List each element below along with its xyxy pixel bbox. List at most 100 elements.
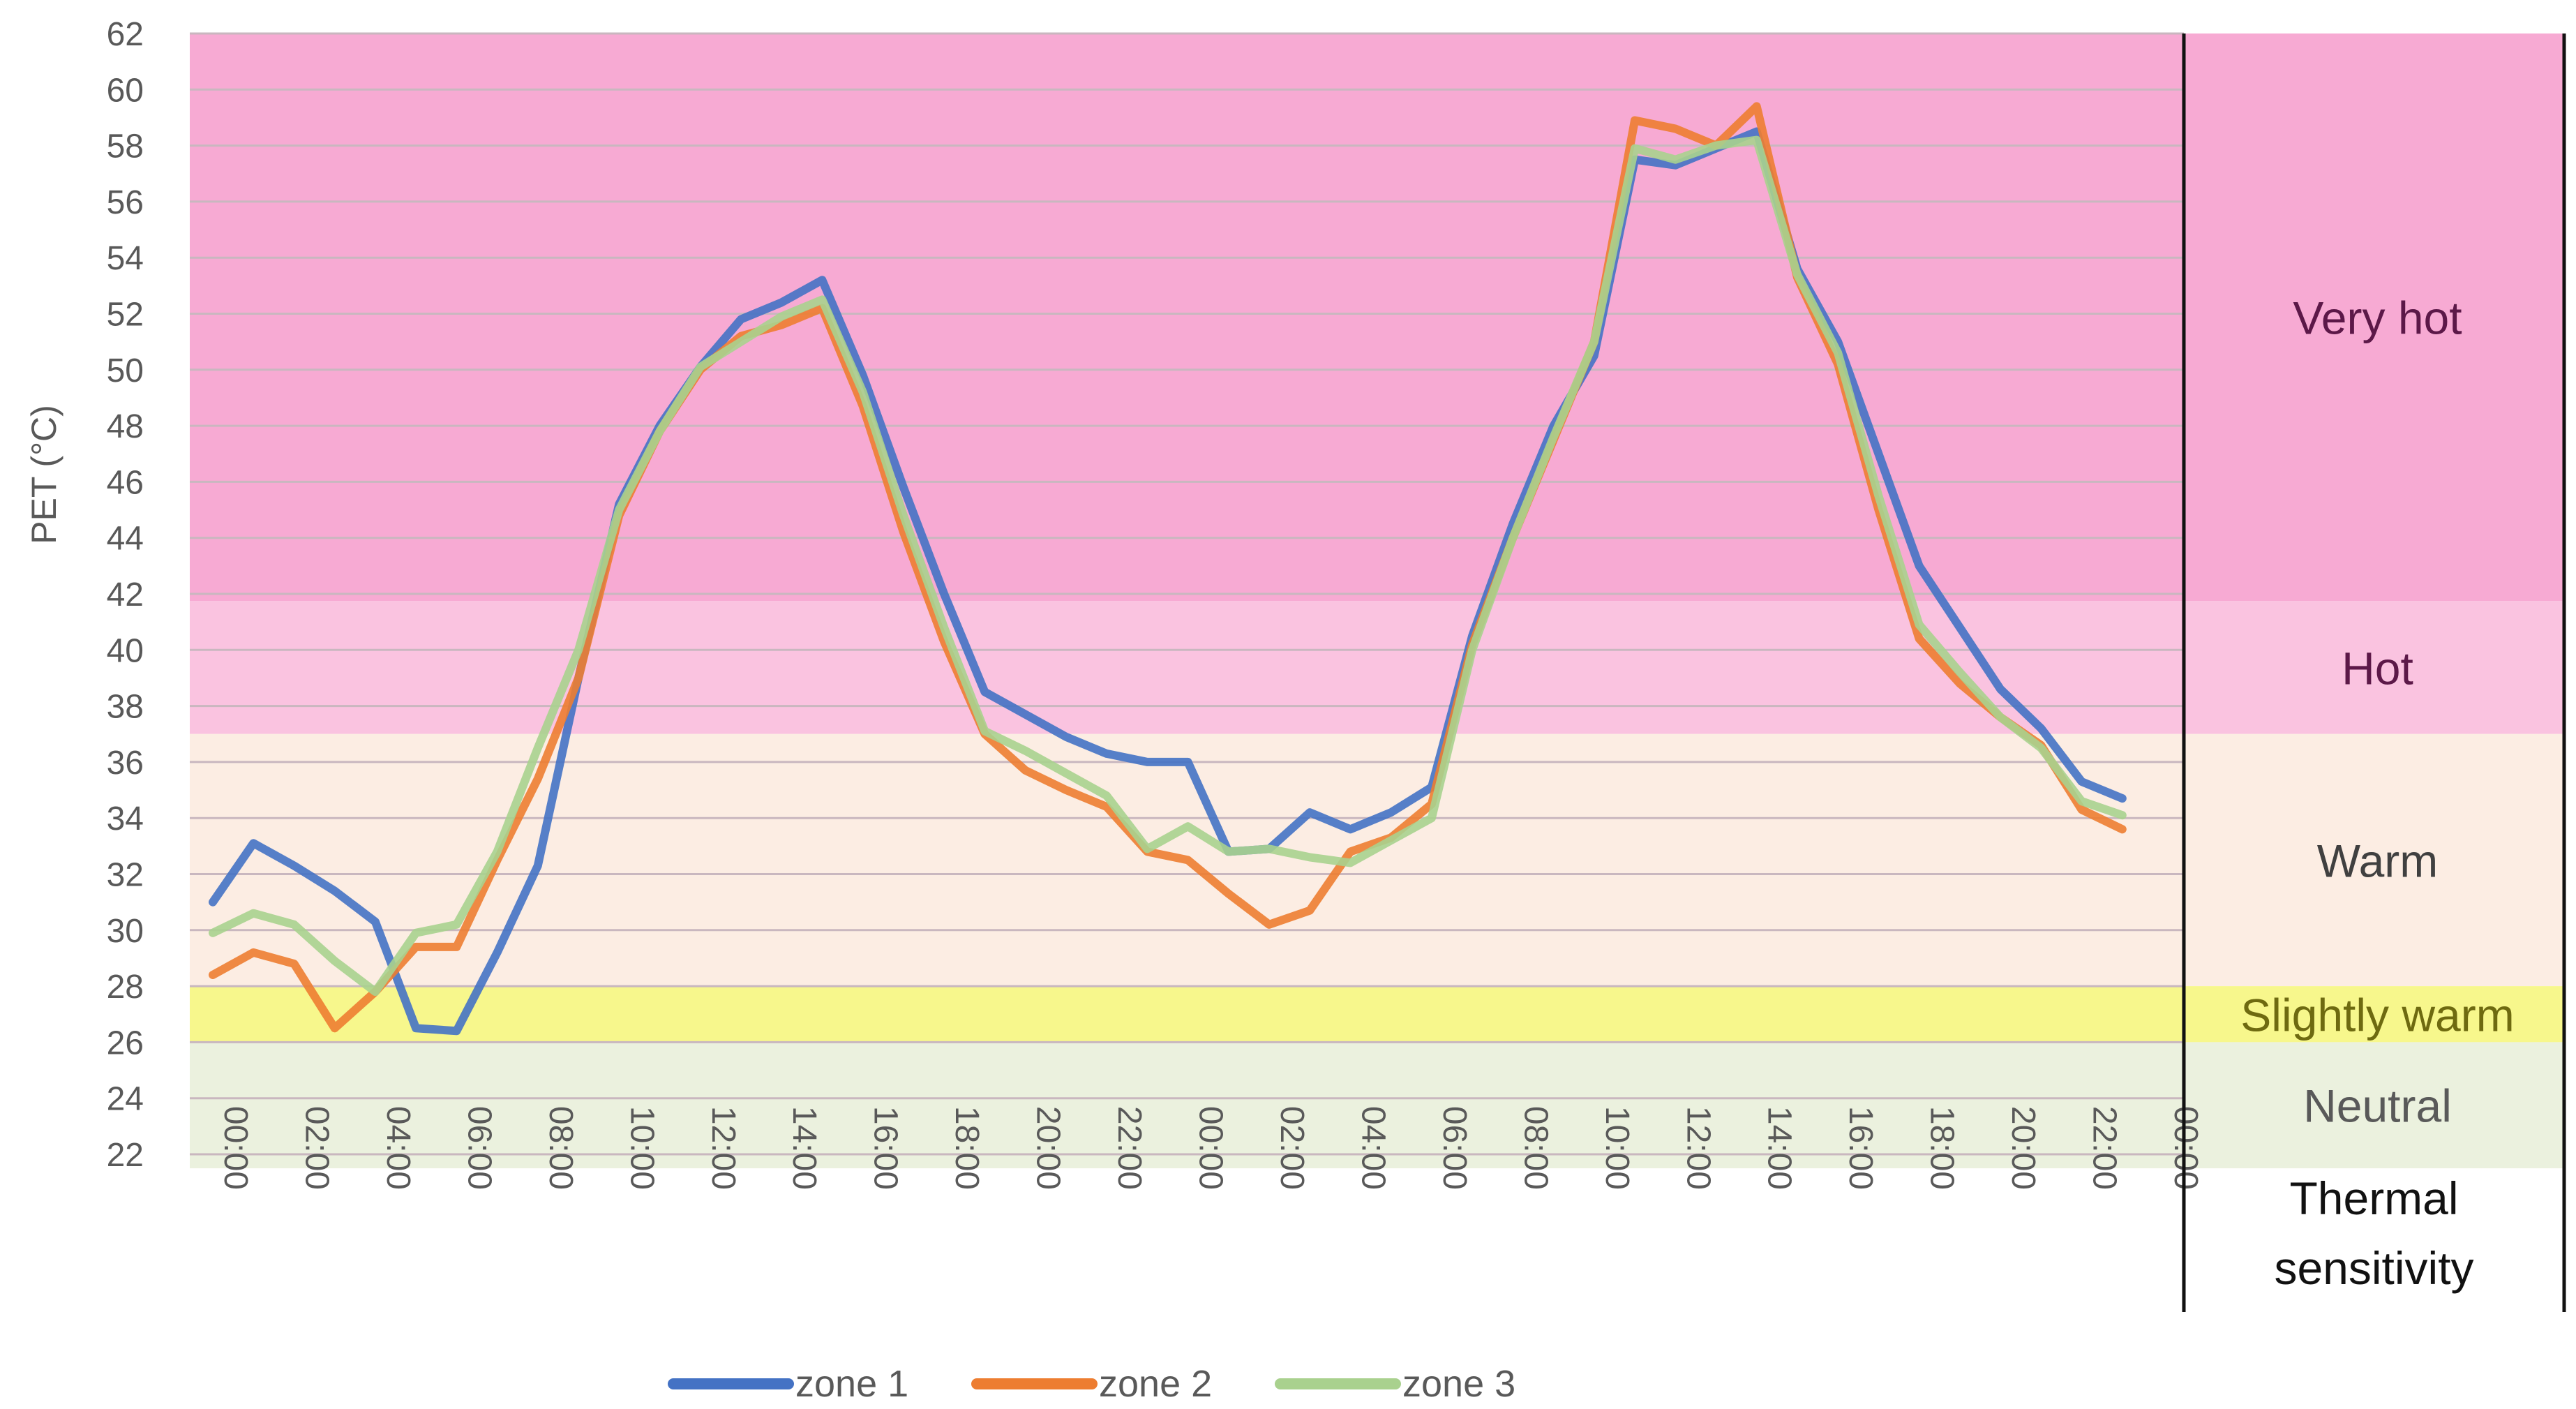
data-point bbox=[1794, 271, 1801, 278]
band-slightly-warm bbox=[190, 986, 2184, 1043]
data-point bbox=[290, 960, 297, 967]
data-point bbox=[2079, 798, 2085, 805]
y-tick-label: 40 bbox=[107, 632, 144, 669]
data-point bbox=[331, 1024, 338, 1031]
data-point bbox=[250, 949, 257, 956]
data-point bbox=[1916, 621, 1923, 628]
band-label-warm: Warm bbox=[2317, 835, 2439, 886]
data-point bbox=[1347, 826, 1354, 833]
data-point bbox=[1631, 117, 1638, 124]
data-point bbox=[737, 316, 744, 323]
data-point bbox=[900, 484, 907, 491]
y-tick-label: 36 bbox=[107, 745, 144, 782]
data-point bbox=[981, 728, 988, 735]
data-point bbox=[941, 624, 948, 631]
band-very-hot bbox=[190, 33, 2184, 602]
data-point bbox=[1875, 450, 1882, 457]
data-point bbox=[657, 428, 664, 435]
x-tick-label: 10:00 bbox=[623, 1106, 660, 1190]
x-tick-label: 02:00 bbox=[298, 1106, 335, 1190]
legend-label: zone 1 bbox=[795, 1363, 908, 1405]
data-point bbox=[1306, 907, 1313, 914]
x-tick-label: 08:00 bbox=[542, 1106, 579, 1190]
data-point bbox=[1266, 921, 1273, 928]
x-tick-label: 04:00 bbox=[380, 1106, 417, 1190]
x-tick-label: 00:00 bbox=[1192, 1106, 1229, 1190]
data-point bbox=[1388, 837, 1395, 844]
y-tick-label: 60 bbox=[107, 72, 144, 109]
data-point bbox=[534, 862, 541, 869]
data-point bbox=[209, 899, 216, 906]
y-tick-label: 48 bbox=[107, 408, 144, 445]
data-point bbox=[1712, 142, 1719, 149]
data-point bbox=[1956, 624, 1963, 631]
band-column-title-line: sensitivity bbox=[2274, 1242, 2473, 1294]
y-tick-label: 62 bbox=[107, 16, 144, 53]
x-tick-label: 12:00 bbox=[705, 1106, 742, 1190]
data-point bbox=[2119, 795, 2126, 802]
thermal-bands-column bbox=[2184, 33, 2564, 1169]
data-point bbox=[1469, 646, 1476, 653]
y-tick-label: 22 bbox=[107, 1137, 144, 1174]
x-tick-label: 16:00 bbox=[1842, 1106, 1879, 1190]
data-point bbox=[1916, 635, 1923, 642]
data-point bbox=[1022, 767, 1029, 774]
data-point bbox=[372, 918, 379, 925]
data-point bbox=[1997, 714, 2004, 721]
y-tick-label: 52 bbox=[107, 297, 144, 334]
y-axis-ticks: 22 24 26 28 30 32 34 36 38 40 42 44 46 48 50 52 54 56 58 60… bbox=[107, 16, 144, 1174]
y-tick-label: 38 bbox=[107, 689, 144, 726]
x-tick-label: 06:00 bbox=[460, 1106, 497, 1190]
y-tick-label: 54 bbox=[107, 240, 144, 277]
x-tick-label: 22:00 bbox=[2086, 1106, 2123, 1190]
x-tick-label: 04:00 bbox=[1354, 1106, 1391, 1190]
data-point bbox=[1063, 770, 1070, 777]
y-tick-label: 56 bbox=[107, 184, 144, 221]
band-labels: Very hot Hot Warm Slightly warm Neutral Therm… bbox=[2182, 33, 2566, 1312]
series-lines bbox=[209, 102, 2127, 1036]
data-point bbox=[1428, 814, 1435, 821]
data-point bbox=[1266, 845, 1273, 852]
y-tick-label: 26 bbox=[107, 1024, 144, 1061]
data-point bbox=[1550, 433, 1557, 440]
data-point bbox=[453, 1027, 460, 1034]
data-point bbox=[1672, 126, 1679, 133]
data-point bbox=[1509, 535, 1516, 542]
data-point bbox=[1753, 103, 1760, 110]
data-point bbox=[1672, 156, 1679, 163]
data-point bbox=[1063, 786, 1070, 793]
data-point bbox=[575, 646, 582, 653]
y-axis-label: PET (°C) bbox=[24, 405, 63, 544]
band-label-neutral: Neutral bbox=[2303, 1080, 2452, 1132]
data-point bbox=[412, 1024, 419, 1031]
data-point bbox=[412, 944, 419, 950]
x-tick-label: 02:00 bbox=[1273, 1106, 1310, 1190]
x-tick-label: 20:00 bbox=[2005, 1106, 2042, 1190]
data-point bbox=[209, 971, 216, 978]
y-tick-label: 24 bbox=[107, 1081, 144, 1118]
data-point bbox=[1103, 750, 1110, 757]
y-tick-label: 28 bbox=[107, 969, 144, 1006]
band-hot bbox=[190, 601, 2184, 734]
legend: zone 1 zone 2 zone 3 bbox=[668, 1363, 1515, 1405]
x-axis-ticks: 00:00 02:00 04:00 06:00 08:00 10:00 12:00 14:00… bbox=[217, 1106, 2204, 1190]
y-tick-label: 46 bbox=[107, 464, 144, 501]
data-point bbox=[2119, 812, 2126, 819]
data-point bbox=[1306, 853, 1313, 860]
x-tick-label: 00:00 bbox=[217, 1106, 254, 1190]
data-point bbox=[534, 775, 541, 782]
data-point bbox=[818, 276, 825, 283]
legend-label: zone 2 bbox=[1099, 1363, 1212, 1405]
band-column-slightly-warm bbox=[2184, 986, 2564, 1043]
data-point bbox=[575, 674, 582, 681]
y-tick-label: 44 bbox=[107, 521, 144, 558]
band-column-warm bbox=[2184, 733, 2564, 987]
data-point bbox=[1185, 856, 1192, 863]
x-tick-label: 18:00 bbox=[948, 1106, 985, 1190]
band-column-title-line: Thermal bbox=[2289, 1172, 2458, 1224]
x-tick-label: 12:00 bbox=[1679, 1106, 1716, 1190]
data-point bbox=[1185, 823, 1192, 830]
x-tick-label: 10:00 bbox=[1598, 1106, 1635, 1190]
x-tick-label: 14:00 bbox=[786, 1106, 823, 1190]
